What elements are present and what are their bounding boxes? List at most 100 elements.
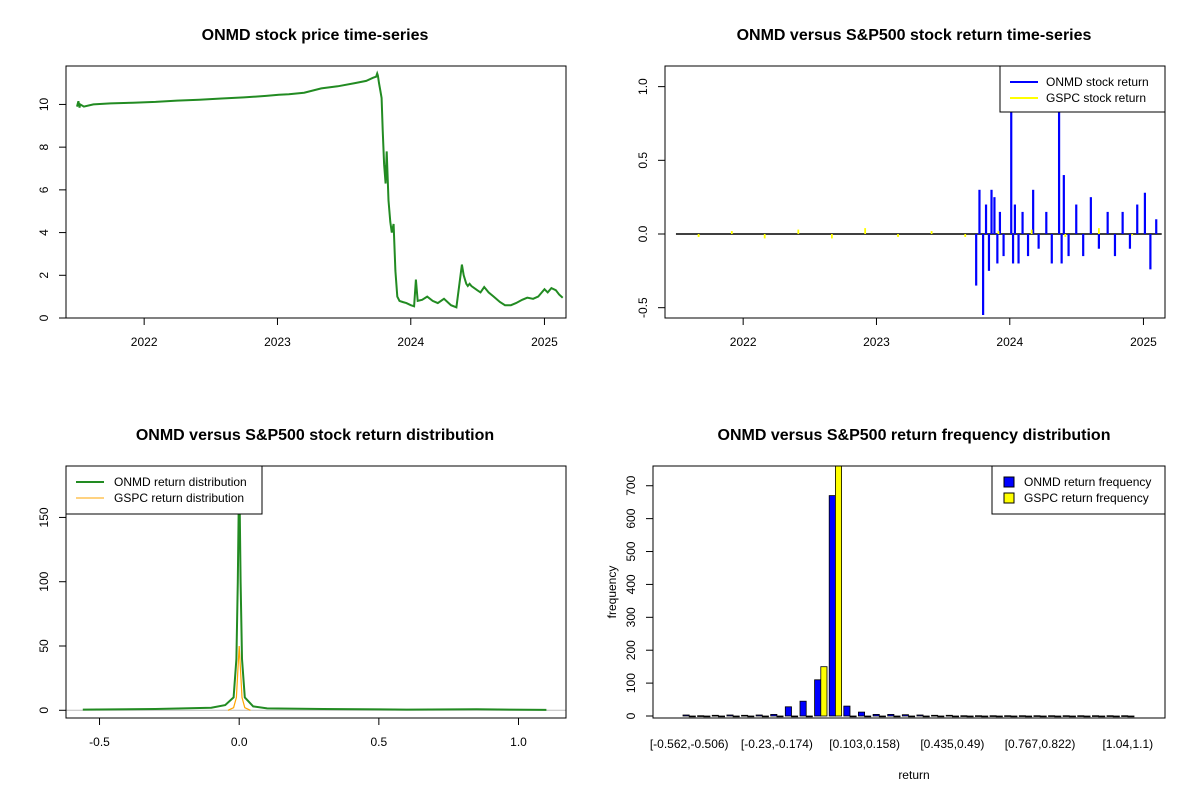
onmd-frequency-bar — [726, 714, 734, 717]
onmd-frequency-bar — [916, 714, 924, 717]
y-tick-label: 300 — [624, 607, 638, 627]
legend-swatch — [1003, 492, 1015, 504]
legend: ONMD return frequency GSPC return freque… — [991, 465, 1166, 515]
x-tick-label: [0.435,0.49) — [920, 737, 984, 751]
onmd-frequency-bar — [828, 495, 836, 717]
plot-area — [682, 465, 1135, 718]
plot-frame — [65, 65, 567, 319]
plot-area — [675, 108, 1162, 316]
onmd-frequency-bar — [1121, 715, 1129, 717]
chart-title: ONMD stock price time-series — [202, 27, 429, 44]
chart-title: ONMD versus S&P500 return frequency dist… — [718, 427, 1111, 444]
panel-returns: ONMD versus S&P500 stock return time-ser… — [636, 27, 1166, 349]
gspc-frequency-bar — [776, 715, 784, 718]
gspc-frequency-bar — [1127, 715, 1135, 718]
onmd-frequency-bar — [931, 714, 939, 717]
plot-area — [76, 70, 564, 309]
y-tick-label: 500 — [624, 541, 638, 561]
onmd-density-line — [82, 465, 547, 711]
y-tick-label: 700 — [624, 475, 638, 495]
gspc-frequency-bar — [1112, 715, 1120, 718]
onmd-frequency-bar — [711, 714, 719, 717]
legend-label: ONMD stock return — [1046, 75, 1149, 89]
onmd-frequency-bar — [858, 711, 866, 717]
gspc-frequency-bar — [981, 715, 989, 718]
gspc-frequency-bar — [952, 715, 960, 718]
gspc-frequency-bar — [761, 715, 769, 718]
y-tick-label: 200 — [624, 640, 638, 660]
x-tick-label: 2022 — [730, 335, 757, 349]
onmd-frequency-bar — [1062, 715, 1070, 717]
onmd-frequency-bar — [843, 705, 851, 717]
onmd-frequency-bar — [1004, 715, 1012, 717]
onmd-frequency-bar — [697, 715, 705, 717]
legend-box — [65, 465, 263, 515]
x-axis-label: return — [898, 768, 929, 782]
axes: 2022 2023 2024 2025 0 2 4 6 8 10 — [37, 97, 558, 349]
onmd-frequency-bar — [741, 714, 749, 717]
panel-density: ONMD versus S&P500 stock return distribu… — [37, 427, 567, 749]
gspc-frequency-bar — [1068, 715, 1076, 718]
y-tick-label: 0.5 — [636, 152, 650, 169]
onmd-frequency-bar — [1077, 715, 1085, 717]
onmd-frequency-bar — [770, 714, 778, 717]
plot-frame — [65, 465, 567, 719]
onmd-frequency-bar — [1106, 715, 1114, 717]
legend-box — [991, 465, 1166, 515]
legend-label: ONMD return frequency — [1024, 475, 1151, 489]
x-tick-label: 0.0 — [231, 735, 248, 749]
gspc-frequency-bar — [1010, 715, 1018, 718]
onmd-frequency-bar — [755, 714, 763, 717]
gspc-frequency-bar — [893, 715, 901, 718]
gspc-frequency-bar — [820, 666, 828, 717]
x-tick-label: [-0.562,-0.506) — [650, 737, 729, 751]
gspc-frequency-bar — [1054, 715, 1062, 718]
onmd-frequency-bar — [887, 714, 895, 717]
y-tick-label: 50 — [37, 639, 51, 653]
legend-swatch — [1003, 476, 1015, 488]
plot-frame — [652, 465, 1166, 719]
gspc-frequency-bar — [747, 715, 755, 718]
onmd-frequency-bar — [872, 714, 880, 717]
x-tick-label: [-0.23,-0.174) — [741, 737, 813, 751]
y-tick-label: 0 — [37, 707, 51, 714]
x-tick-label: 2024 — [397, 335, 424, 349]
y-tick-label: 600 — [624, 508, 638, 528]
gspc-frequency-bar — [835, 465, 843, 717]
gspc-frequency-bar — [688, 715, 696, 718]
y-tick-label: 6 — [37, 186, 51, 193]
x-tick-label: 0.5 — [371, 735, 388, 749]
panel-frequency: ONMD versus S&P500 return frequency dist… — [605, 427, 1166, 782]
panel-price: ONMD stock price time-series 2022 2023 202… — [37, 27, 567, 349]
onmd-frequency-bar — [1048, 715, 1056, 717]
y-tick-label: 1.0 — [636, 78, 650, 95]
y-tick-label: 0 — [624, 712, 638, 719]
gspc-frequency-bar — [864, 715, 872, 718]
y-tick-label: -0.5 — [636, 297, 650, 318]
gspc-frequency-bar — [878, 715, 886, 718]
legend: ONMD return distribution GSPC return dis… — [65, 465, 263, 515]
y-tick-label: 400 — [624, 574, 638, 594]
legend-label: GSPC stock return — [1046, 91, 1146, 105]
x-tick-label: 2025 — [531, 335, 558, 349]
y-tick-label: 100 — [624, 673, 638, 693]
gspc-frequency-bar — [995, 715, 1003, 718]
axes: 2022 2023 2024 2025 -0.5 0.0 0.5 1.0 — [636, 78, 1157, 349]
gspc-frequency-bar — [966, 715, 974, 718]
x-tick-label: 2025 — [1130, 335, 1157, 349]
gspc-frequency-bar — [791, 715, 799, 718]
gspc-frequency-bar — [732, 715, 740, 718]
y-tick-label: 2 — [37, 272, 51, 279]
y-tick-label: 4 — [37, 229, 51, 236]
plot-frame — [664, 65, 1166, 319]
legend-label: GSPC return distribution — [114, 491, 244, 505]
y-axis-label: frequency — [605, 566, 619, 619]
onmd-frequency-bar — [960, 715, 968, 717]
y-tick-label: 100 — [37, 571, 51, 591]
chart-title: ONMD versus S&P500 stock return distribu… — [136, 427, 494, 444]
price-line — [76, 70, 564, 309]
x-tick-label: 2023 — [863, 335, 890, 349]
x-tick-label: [0.103,0.158) — [829, 737, 900, 751]
onmd-frequency-bar — [1018, 715, 1026, 717]
